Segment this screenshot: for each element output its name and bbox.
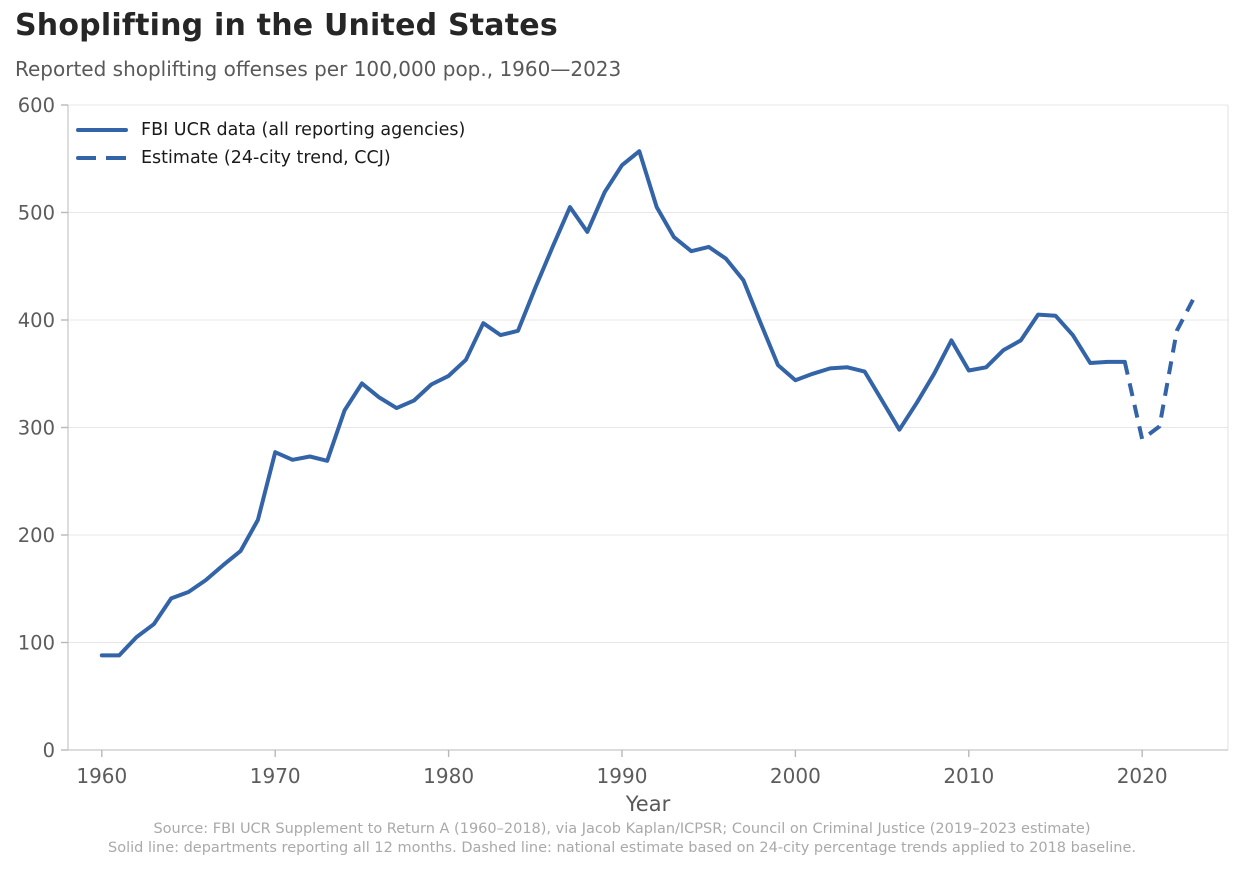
chart-subtitle: Reported shoplifting offenses per 100,00… bbox=[15, 57, 622, 81]
legend-solid-line-sample bbox=[76, 128, 128, 132]
series-line-dashed bbox=[1122, 296, 1196, 442]
methodology-note: Solid line: departments reporting all 12… bbox=[108, 840, 1136, 856]
x-tick-label-1970: 1970 bbox=[250, 764, 301, 788]
y-tick-label-400: 400 bbox=[18, 309, 55, 332]
chart-legend: FBI UCR data (all reporting agencies) Es… bbox=[76, 116, 465, 172]
line-chart: 0 100 200 300 400 500 600 1960 1970 1980 1990 2000 2… bbox=[18, 94, 1229, 788]
x-tick-label-1960: 1960 bbox=[76, 764, 127, 788]
legend-item-estimate: Estimate (24-city trend, CCJ) bbox=[76, 144, 465, 172]
legend-label-fbi-ucr: FBI UCR data (all reporting agencies) bbox=[141, 120, 466, 140]
page-title: Shoplifting in the United States bbox=[15, 8, 558, 43]
x-tick-label-2000: 2000 bbox=[770, 764, 821, 788]
legend-dashed-line-sample bbox=[76, 156, 128, 160]
legend-label-estimate: Estimate (24-city trend, CCJ) bbox=[141, 148, 391, 168]
legend-item-fbi-ucr: FBI UCR data (all reporting agencies) bbox=[76, 116, 465, 144]
chart-area: 0 100 200 300 400 500 600 1960 1970 1980 1990 2000 2… bbox=[0, 90, 1244, 790]
series-line-solid bbox=[99, 149, 1127, 658]
y-tick-label-500: 500 bbox=[18, 202, 55, 225]
x-tick-label-2020: 2020 bbox=[1117, 764, 1168, 788]
x-axis-title: Year bbox=[625, 792, 671, 816]
x-tick-label-1980: 1980 bbox=[423, 764, 474, 788]
y-tick-label-0: 0 bbox=[43, 739, 55, 762]
y-tick-label-300: 300 bbox=[18, 417, 55, 440]
source-note: Source: FBI UCR Supplement to Return A (… bbox=[153, 821, 1091, 837]
y-tick-label-600: 600 bbox=[18, 94, 55, 117]
x-tick-label-2010: 2010 bbox=[943, 764, 994, 788]
y-tick-label-200: 200 bbox=[18, 524, 55, 547]
y-tick-label-100: 100 bbox=[18, 632, 55, 655]
x-tick-label-1990: 1990 bbox=[597, 764, 648, 788]
